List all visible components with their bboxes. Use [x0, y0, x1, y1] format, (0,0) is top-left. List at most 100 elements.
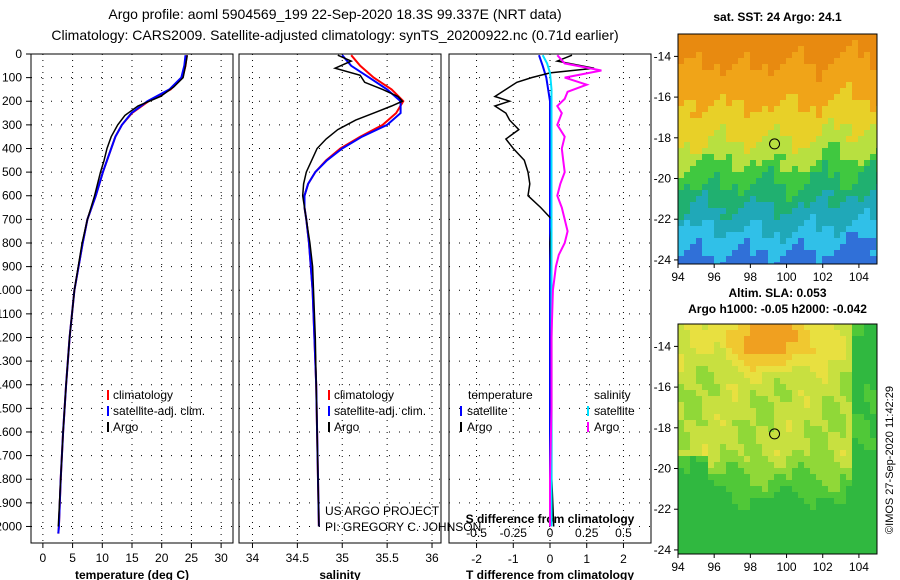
map-cell — [828, 402, 835, 409]
map-cell — [822, 342, 829, 349]
map-cell — [792, 450, 799, 457]
map-cell — [792, 510, 799, 517]
map-cell — [798, 354, 805, 361]
map-cell — [810, 402, 817, 409]
map-cell — [762, 528, 769, 535]
map-cell — [804, 354, 811, 361]
map-cell — [768, 52, 775, 59]
map-cell — [804, 208, 811, 215]
map-cell — [684, 112, 691, 119]
map-cell — [864, 408, 871, 415]
map-cell — [792, 166, 799, 173]
map-cell — [786, 414, 793, 421]
map-cell — [726, 540, 733, 547]
map-cell — [774, 534, 781, 541]
map-cell — [696, 160, 703, 167]
map-cell — [762, 70, 769, 77]
map-cell — [792, 58, 799, 65]
map-cell — [816, 390, 823, 397]
map-cell — [804, 522, 811, 529]
map-cell — [732, 546, 739, 553]
map-cell — [834, 58, 841, 65]
map-cell — [834, 552, 841, 555]
x-tick-label: 15 — [125, 551, 139, 565]
map-cell — [762, 510, 769, 517]
map-cell — [690, 238, 697, 245]
map-cell — [858, 154, 865, 161]
map-cell — [816, 372, 823, 379]
map-cell — [684, 324, 691, 331]
map-cell — [798, 528, 805, 535]
map-cell — [852, 154, 859, 161]
map-cell — [750, 486, 757, 493]
map-cell — [690, 34, 697, 41]
map-cell — [834, 46, 841, 53]
y-tick-label: -20 — [654, 462, 672, 476]
map-cell — [786, 250, 793, 257]
map-cell — [744, 202, 751, 209]
map-cell — [828, 136, 835, 143]
map-cell — [756, 64, 763, 71]
map-cell — [702, 540, 709, 547]
map-cell — [684, 516, 691, 523]
map-cell — [822, 492, 829, 499]
map-cell — [828, 492, 835, 499]
map-cell — [684, 444, 691, 451]
map-cell — [858, 130, 865, 137]
map-cell — [864, 214, 871, 221]
map-cell — [762, 408, 769, 415]
map-cell — [780, 528, 787, 535]
map-cell — [810, 486, 817, 493]
map-cell — [798, 190, 805, 197]
map-cell — [840, 202, 847, 209]
map-cell — [852, 190, 859, 197]
map-cell — [840, 142, 847, 149]
map-cell — [786, 106, 793, 113]
map-cell — [816, 324, 823, 331]
map-cell — [786, 534, 793, 541]
map-cell — [720, 46, 727, 53]
map-cell — [708, 256, 715, 263]
map-cell — [738, 534, 745, 541]
map-cell — [684, 456, 691, 463]
map-cell — [852, 486, 859, 493]
map-cell — [708, 238, 715, 245]
map-cell — [756, 486, 763, 493]
map-cell — [852, 88, 859, 95]
map-cell — [864, 88, 871, 95]
map-cell — [798, 136, 805, 143]
map-cell — [846, 256, 853, 263]
map-cell — [744, 534, 751, 541]
map-cell — [846, 372, 853, 379]
map-cell — [768, 348, 775, 355]
map-cell — [720, 262, 727, 265]
figure-title-line-1: Argo profile: aoml 5904569_199 22-Sep-20… — [108, 6, 562, 22]
map-cell — [870, 34, 877, 41]
map-cell — [714, 546, 721, 553]
map-cell — [828, 324, 835, 331]
map-cell — [702, 450, 709, 457]
map-cell — [798, 438, 805, 445]
map-cell — [732, 250, 739, 257]
map-cell — [732, 462, 739, 469]
map-cell — [720, 184, 727, 191]
map-cell — [714, 540, 721, 547]
map-cell — [720, 64, 727, 71]
map-cell — [816, 426, 823, 433]
map-cell — [780, 40, 787, 47]
map-cell — [846, 232, 853, 239]
map-cell — [822, 208, 829, 215]
map-cell — [756, 516, 763, 523]
y-tick-label: 300 — [2, 118, 22, 132]
map-cell — [714, 390, 721, 397]
map-cell — [786, 238, 793, 245]
map-cell — [678, 330, 685, 337]
map-cell — [690, 184, 697, 191]
map-cell — [696, 232, 703, 239]
map-cell — [756, 46, 763, 53]
map-cell — [780, 456, 787, 463]
map-cell — [756, 480, 763, 487]
map-cell — [822, 516, 829, 523]
map-cell — [864, 112, 871, 119]
map-cell — [852, 208, 859, 215]
